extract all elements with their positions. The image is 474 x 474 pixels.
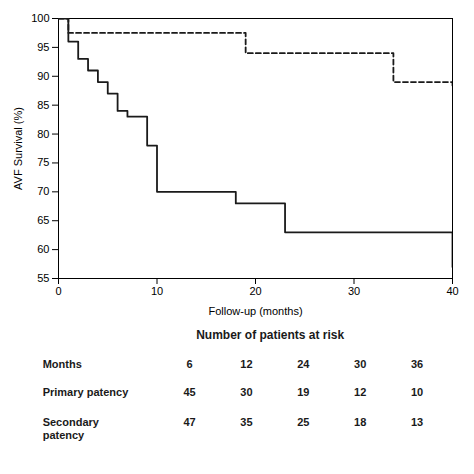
svg-text:90: 90	[37, 70, 49, 82]
html-text:19: 19	[297, 386, 310, 398]
html-text:24: 24	[297, 358, 310, 370]
svg-text:65: 65	[37, 214, 49, 226]
html-text:12: 12	[240, 358, 253, 370]
html-text:47: 47	[183, 416, 196, 428]
svg-text:80: 80	[37, 128, 49, 140]
html-text:30: 30	[240, 386, 253, 398]
html-text:36: 36	[411, 358, 424, 370]
svg-text:85: 85	[37, 99, 49, 111]
svg-text:75: 75	[37, 156, 49, 168]
svg-text:20: 20	[249, 285, 261, 297]
svg-text:70: 70	[37, 185, 49, 197]
html-text:Primary patency: Primary patency	[42, 386, 129, 398]
html-text:Number of patients at risk: Number of patients at risk	[196, 328, 345, 342]
html-text:Months: Months	[42, 358, 82, 370]
svg-text:55: 55	[37, 272, 49, 284]
html-text:13: 13	[411, 416, 424, 428]
html-text:35: 35	[240, 416, 253, 428]
html-text:6: 6	[186, 358, 193, 370]
html-text:Secondary patency: Secondary patency	[42, 416, 99, 442]
html-text:12: 12	[354, 386, 367, 398]
svg-text:10: 10	[151, 285, 163, 297]
svg-text:30: 30	[348, 285, 360, 297]
svg-text:AVF Survival (%): AVF Survival (%)	[12, 107, 24, 190]
html-text:45: 45	[183, 386, 196, 398]
svg-text:Follow-up (months): Follow-up (months)	[208, 305, 302, 317]
html-text:30: 30	[354, 358, 367, 370]
svg-text:60: 60	[37, 243, 49, 255]
html-text:18: 18	[354, 416, 367, 428]
svg-text:40: 40	[446, 285, 458, 297]
svg-text:100: 100	[31, 12, 49, 24]
html-text:10: 10	[411, 386, 424, 398]
svg-text:0: 0	[55, 285, 61, 297]
html-text:25: 25	[297, 416, 310, 428]
svg-text:95: 95	[37, 41, 49, 53]
